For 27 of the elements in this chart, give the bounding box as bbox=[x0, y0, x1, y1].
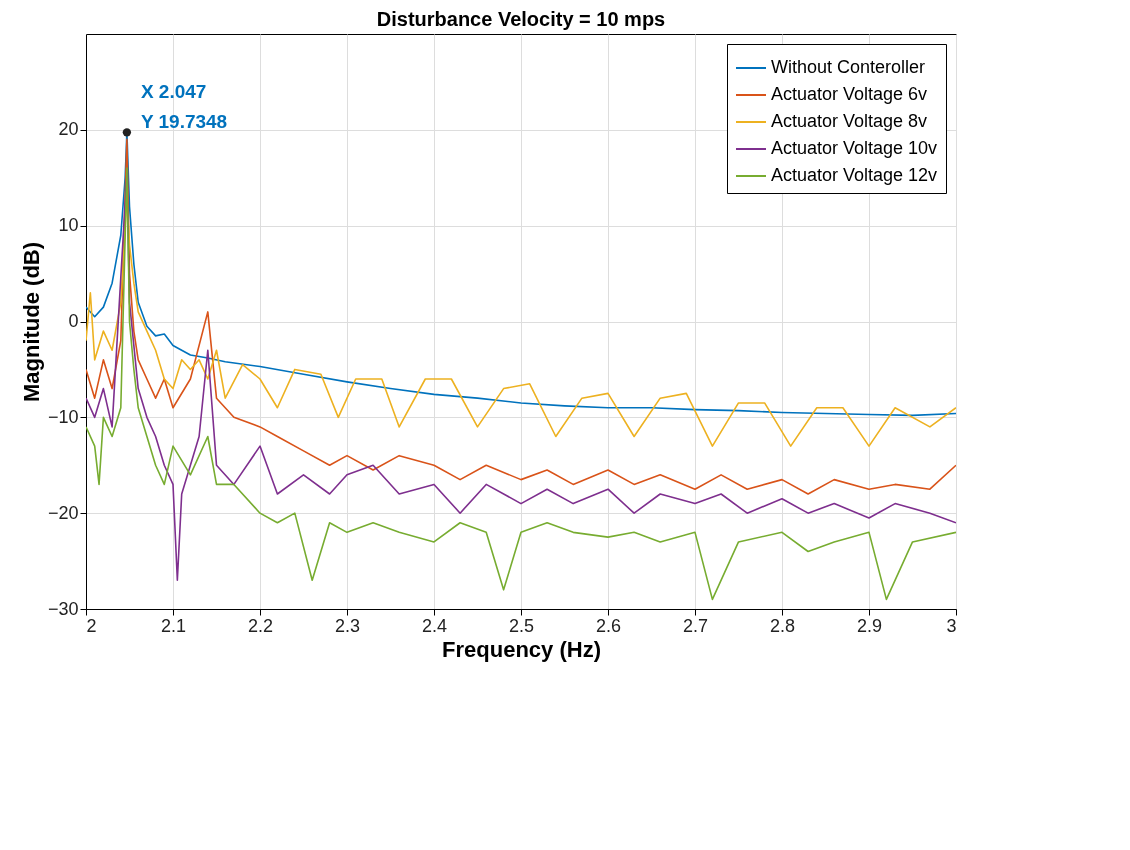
x-tick-label: 2 bbox=[86, 615, 97, 636]
y-tick-label: −10 bbox=[47, 406, 79, 427]
x-tick-label: 3 bbox=[946, 615, 957, 636]
x-tick-label: 2.1 bbox=[160, 615, 187, 636]
y-tick-label: 20 bbox=[58, 119, 79, 140]
legend-label: Actuator Voltage 10v bbox=[771, 138, 938, 158]
x-tick-label: 2.2 bbox=[247, 615, 274, 636]
legend-label: Actuator Voltage 12v bbox=[771, 165, 938, 185]
annotation: X 2.047 Y 19.7348 bbox=[140, 81, 228, 133]
x-axis-title: Frequency (Hz) bbox=[442, 636, 601, 662]
chart-title: Disturbance Velocity = 10 mps bbox=[376, 8, 666, 30]
line-series bbox=[86, 138, 956, 495]
y-tick-label: −20 bbox=[47, 502, 79, 523]
x-tick-label: 2.4 bbox=[421, 615, 448, 636]
legend-label: Actuator Voltage 6v bbox=[771, 84, 928, 104]
y-tick-label: 10 bbox=[58, 215, 79, 236]
x-tick-label: 2.8 bbox=[769, 615, 796, 636]
y-tick-label: 0 bbox=[68, 311, 79, 331]
x-tick-label: 2.6 bbox=[595, 615, 622, 636]
y-axis-title: Magnitude (dB) bbox=[18, 241, 44, 403]
y-tick-label: −30 bbox=[47, 598, 79, 619]
legend-label: Without Conteroller bbox=[771, 57, 926, 77]
x-tick-label: 2.5 bbox=[508, 615, 535, 636]
x-tick-label: 2.3 bbox=[334, 615, 361, 636]
legend-label: Actuator Voltage 8v bbox=[771, 111, 928, 131]
x-tick-label: 2.9 bbox=[856, 615, 883, 636]
x-tick-label: 2.7 bbox=[682, 615, 709, 636]
